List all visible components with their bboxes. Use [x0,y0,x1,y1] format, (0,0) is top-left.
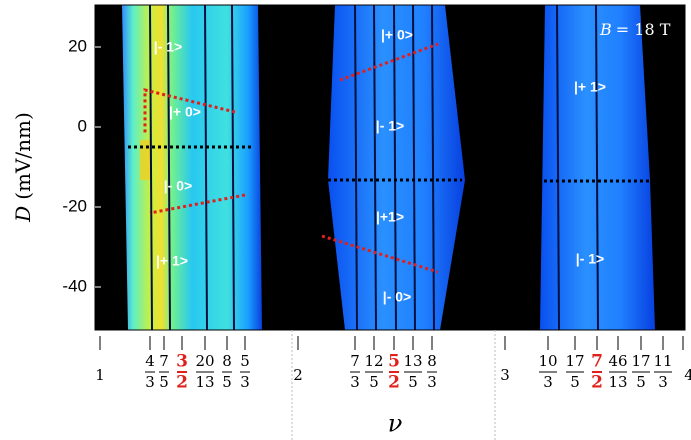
x-tick-label: 3 [500,366,510,384]
fraction-denominator: 13 [608,373,627,391]
fraction-numerator: 7 [159,352,169,370]
fraction-denominator: 3 [658,373,668,391]
colormap [94,4,686,331]
fraction-denominator: 3 [240,373,250,391]
y-tick-label: -20 [62,196,87,215]
y-tick-label: -40 [62,276,87,295]
state-label: |+1> [376,209,404,225]
fraction-denominator: 5 [408,373,418,391]
fraction-numerator: 46 [608,352,627,370]
field-annotation: B = 18 T [599,20,671,39]
fraction-denominator: 3 [427,373,437,391]
fraction-numerator: 7 [591,352,603,372]
annotation-symbol: B [599,20,612,39]
hotspot [140,140,152,180]
fraction-denominator: 3 [543,373,553,391]
fraction-numerator: 10 [538,352,557,370]
fraction-numerator: 5 [388,352,400,372]
fraction-numerator: 8 [222,352,232,370]
fraction-denominator: 5 [159,373,169,391]
y-axis-label: D (mV/nm) [11,112,35,223]
state-label: |+ 1> [156,253,188,269]
y-tick-label: 0 [78,116,87,135]
y-label-symbol: D [11,206,35,223]
state-label: |- 0> [383,289,411,305]
y-tick-label: 20 [68,36,87,55]
fraction-numerator: 13 [403,352,422,370]
state-label: |- 1> [154,39,182,55]
fraction-numerator: 7 [350,352,360,370]
state-label: |+ 0> [381,27,413,43]
fraction-numerator: 12 [364,352,383,370]
state-label: |+ 1> [574,79,606,95]
fraction-denominator: 3 [145,373,155,391]
fraction-denominator: 2 [388,373,400,393]
guide-lines [128,42,655,274]
fraction-numerator: 4 [145,352,155,370]
fraction-numerator: 5 [240,352,250,370]
fraction-numerator: 3 [176,352,188,372]
y-label-unit: (mV/nm) [11,112,35,200]
fraction-denominator: 5 [636,373,646,391]
panel-1 [122,5,262,330]
state-label: |- 1> [576,251,604,267]
x-tick-label: 2 [293,366,303,384]
x-tick-label: 4 [684,366,691,384]
fraction-numerator: 8 [427,352,437,370]
stripes [149,4,599,331]
fraction-denominator: 5 [570,373,580,391]
fraction-denominator: 13 [195,373,214,391]
state-label: |- 0> [164,178,192,194]
annotation-text: = 18 T [616,20,671,39]
fraction-numerator: 17 [565,352,584,370]
fraction-denominator: 2 [591,373,603,393]
state-label: |- 1> [376,118,404,134]
fraction-numerator: 20 [195,352,214,370]
x-axis-label: ν [388,410,403,438]
plot-frame [94,4,686,331]
fraction-denominator: 2 [176,373,188,393]
fraction-denominator: 5 [369,373,379,391]
fraction-denominator: 5 [222,373,232,391]
x-tick-label: 1 [95,366,105,384]
state-label: |+ 0> [169,104,201,120]
fraction-denominator: 3 [350,373,360,391]
fraction-numerator: 11 [653,352,672,370]
fraction-numerator: 17 [631,352,650,370]
